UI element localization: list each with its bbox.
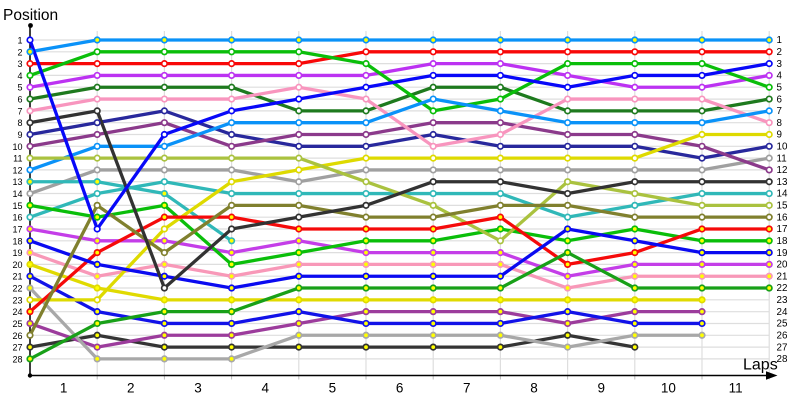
svg-text:2: 2 [17,47,22,57]
svg-text:8: 8 [17,118,22,128]
svg-text:5: 5 [777,82,783,93]
svg-text:7: 7 [777,106,782,117]
svg-text:27: 27 [777,342,788,353]
svg-text:15: 15 [12,201,22,211]
svg-text:2: 2 [777,47,782,58]
svg-text:4: 4 [17,71,22,81]
svg-text:11: 11 [13,154,22,164]
svg-text:11: 11 [777,153,787,164]
svg-text:1: 1 [17,36,22,46]
svg-text:1: 1 [777,35,782,46]
svg-text:18: 18 [777,236,788,247]
svg-text:12: 12 [12,165,22,175]
svg-text:7: 7 [463,381,471,396]
svg-text:15: 15 [777,201,788,212]
svg-text:19: 19 [12,248,22,258]
svg-text:22: 22 [777,283,788,294]
svg-text:9: 9 [17,130,22,140]
svg-text:10: 10 [661,381,676,396]
svg-text:3: 3 [777,59,783,70]
svg-text:1: 1 [60,381,68,396]
svg-text:28: 28 [12,354,22,364]
svg-text:Laps: Laps [743,357,778,374]
svg-text:13: 13 [777,177,788,188]
svg-text:4: 4 [261,381,269,396]
svg-text:3: 3 [194,381,202,396]
svg-text:Position: Position [3,7,58,24]
svg-text:25: 25 [12,319,22,329]
svg-text:5: 5 [329,381,337,396]
svg-text:14: 14 [12,189,22,199]
svg-text:24: 24 [12,307,22,317]
svg-text:6: 6 [396,381,404,396]
svg-text:23: 23 [777,295,788,306]
svg-text:6: 6 [17,95,22,105]
svg-text:22: 22 [12,284,22,294]
svg-text:27: 27 [12,343,22,353]
svg-text:14: 14 [777,189,788,200]
svg-text:23: 23 [12,295,22,305]
svg-text:19: 19 [777,248,788,259]
svg-text:3: 3 [17,59,22,69]
svg-text:5: 5 [17,83,22,93]
svg-text:6: 6 [777,94,783,105]
svg-text:26: 26 [12,331,22,341]
svg-text:11: 11 [729,381,743,396]
svg-text:8: 8 [530,381,538,396]
svg-text:10: 10 [777,142,788,153]
svg-text:16: 16 [777,212,788,223]
svg-text:9: 9 [777,130,782,141]
svg-text:4: 4 [777,71,783,82]
svg-text:13: 13 [12,177,22,187]
svg-text:16: 16 [12,213,22,223]
svg-text:2: 2 [127,381,135,396]
svg-text:7: 7 [17,106,22,116]
svg-text:9: 9 [597,381,605,396]
svg-text:17: 17 [12,225,22,235]
svg-text:21: 21 [777,271,788,282]
svg-text:28: 28 [777,354,788,365]
svg-text:20: 20 [12,260,22,270]
svg-text:17: 17 [777,224,788,235]
svg-text:12: 12 [777,165,788,176]
svg-text:8: 8 [777,118,783,129]
svg-text:18: 18 [12,236,22,246]
svg-text:24: 24 [777,307,788,318]
svg-text:26: 26 [777,331,788,342]
svg-text:21: 21 [12,272,22,282]
svg-text:25: 25 [777,319,788,330]
svg-text:10: 10 [12,142,22,152]
svg-text:20: 20 [777,260,788,271]
